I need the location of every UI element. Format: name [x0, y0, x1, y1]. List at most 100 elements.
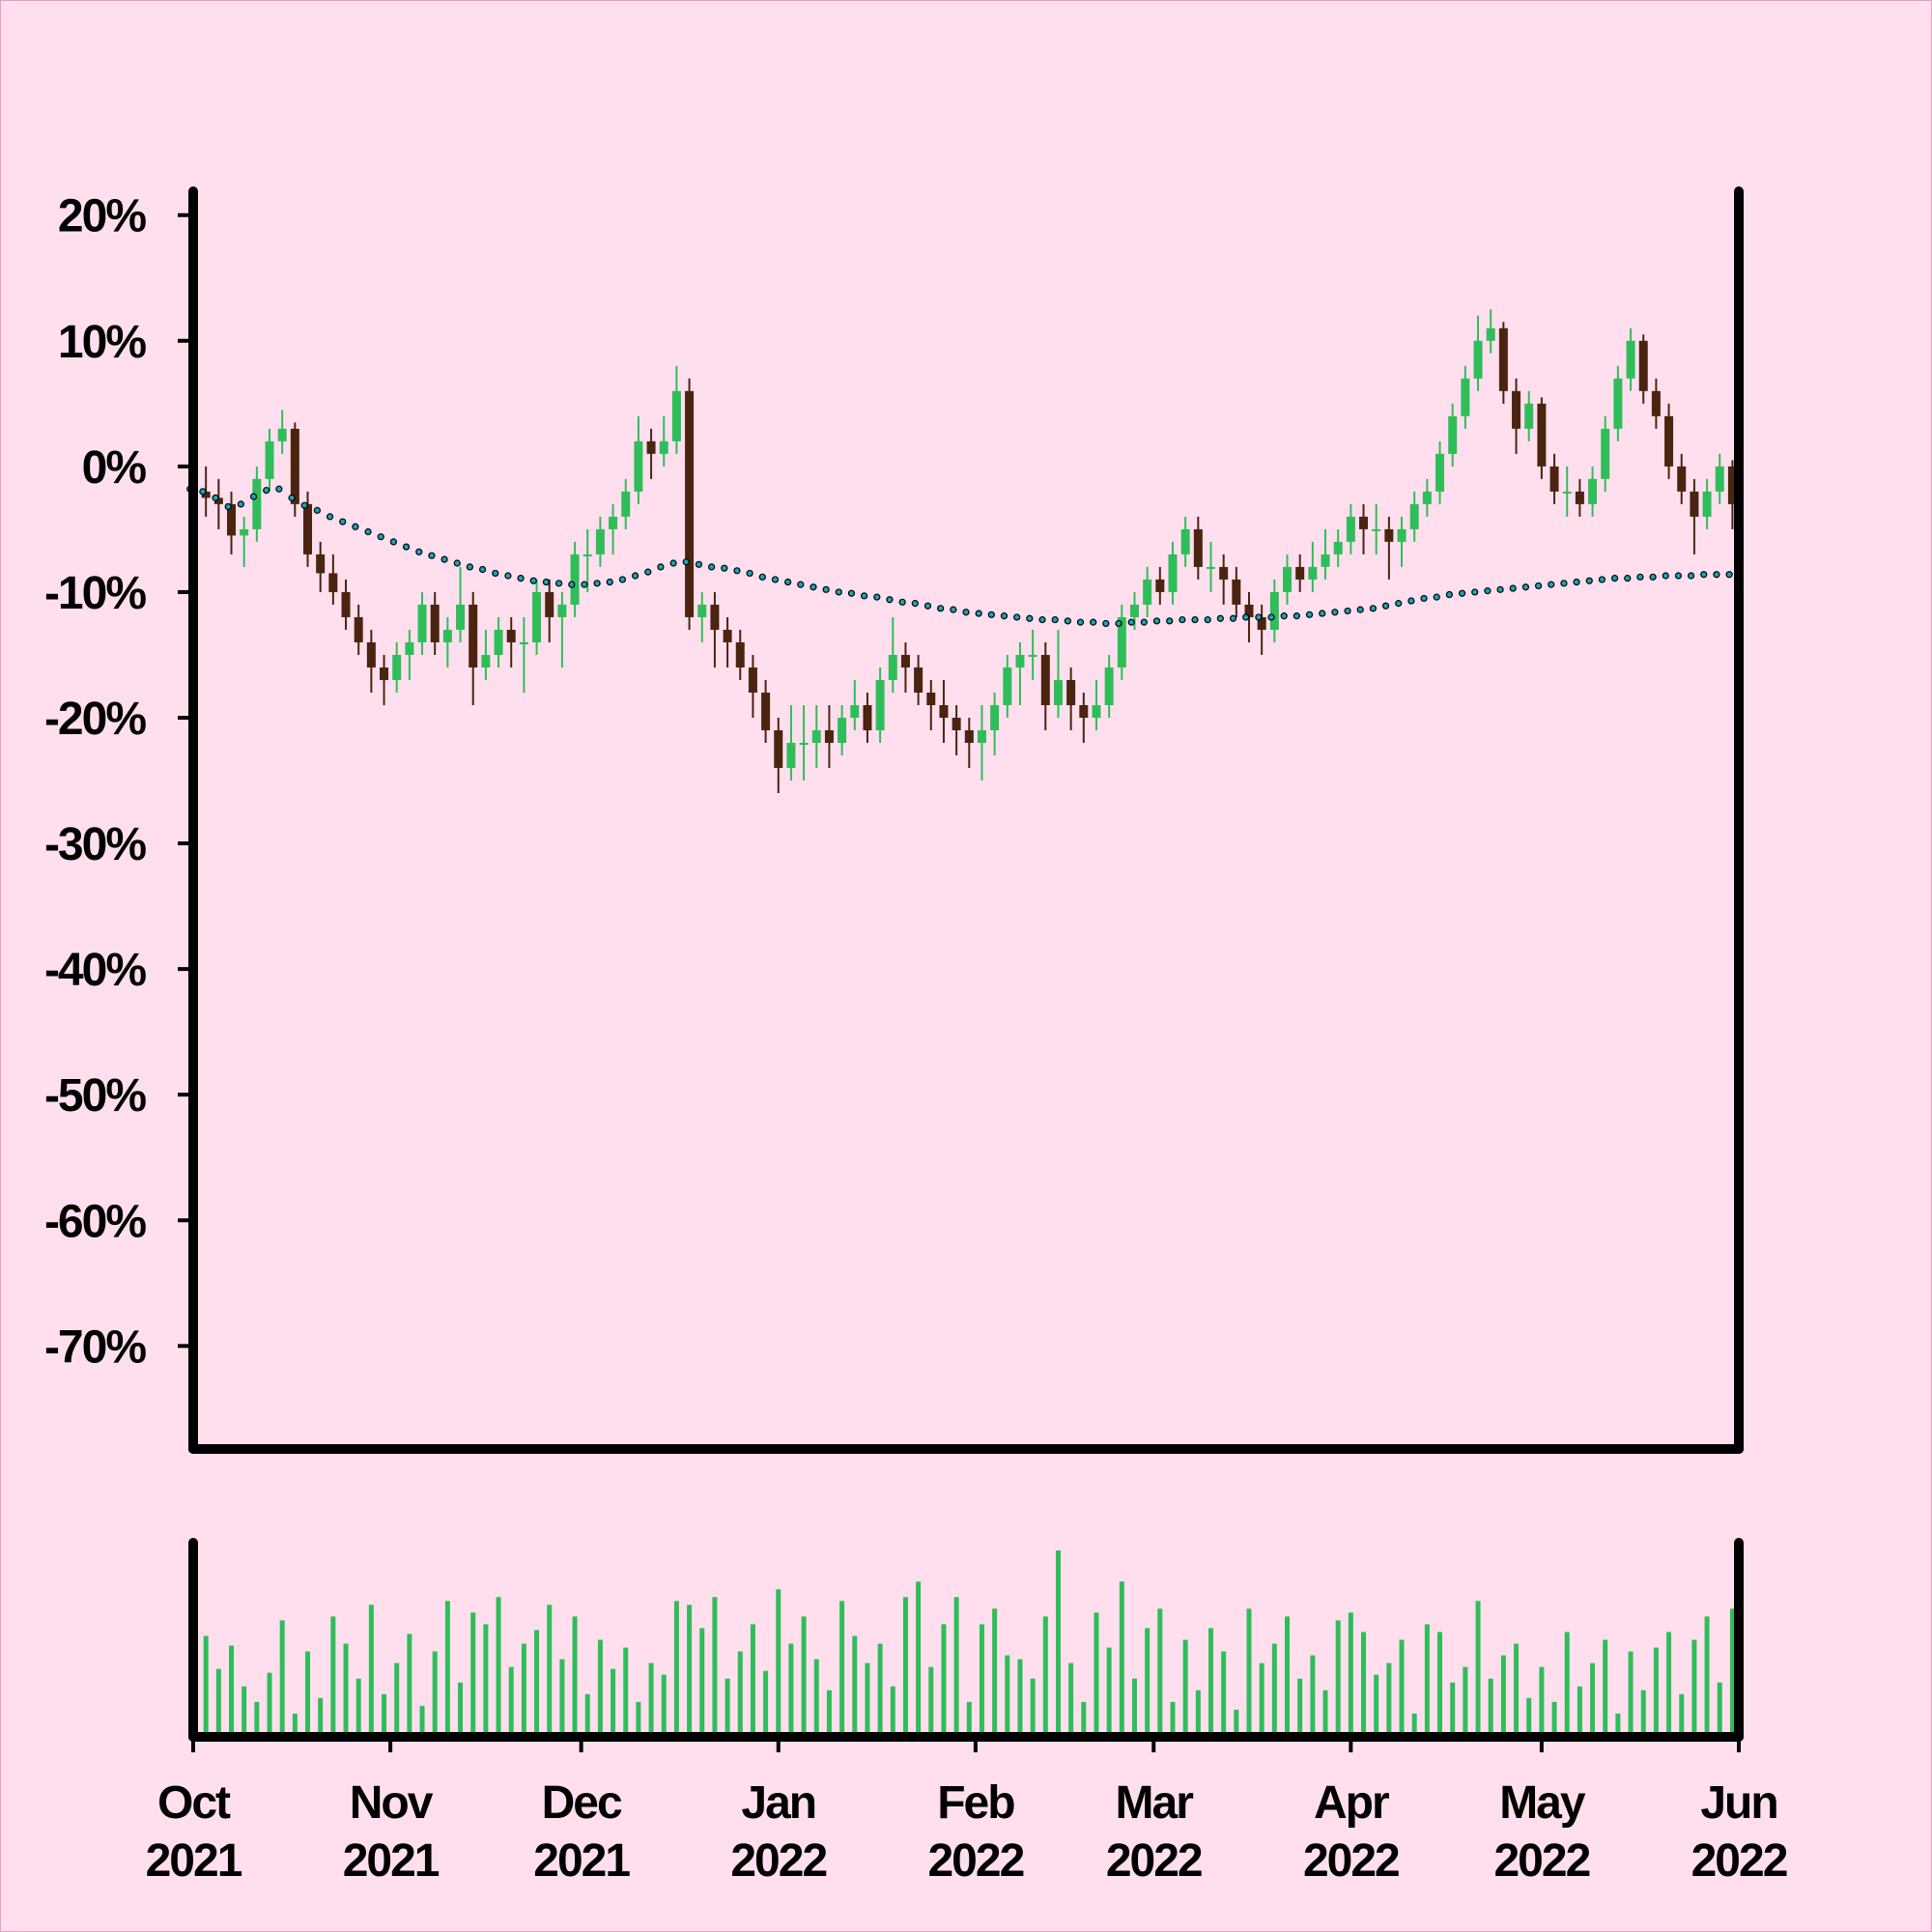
moving-average-point [478, 565, 487, 574]
x-tick-label: Oct [157, 1777, 231, 1829]
moving-average-point [695, 560, 703, 568]
candle-body [875, 679, 885, 730]
moving-average-point [987, 611, 995, 618]
candle-body [1409, 503, 1419, 529]
candle-body [417, 604, 427, 642]
moving-average-point [1152, 617, 1161, 625]
volume-bar [1030, 1678, 1036, 1737]
volume-bar [890, 1686, 895, 1737]
volume-bar [318, 1697, 324, 1737]
moving-average-point [873, 593, 881, 601]
candle-body [914, 667, 923, 693]
y-tick-label: 20% [58, 191, 146, 242]
moving-average-point [847, 589, 856, 597]
candle-body [442, 629, 452, 642]
moving-average-point [288, 494, 296, 501]
moving-average-point [644, 568, 652, 576]
moving-average-point [1331, 609, 1339, 616]
moving-average-point [1204, 615, 1211, 624]
candle-body [1397, 528, 1406, 542]
moving-average-point [1624, 575, 1632, 582]
candle-body [1257, 616, 1266, 630]
y-tick-label: -10% [44, 568, 146, 619]
moving-average-point [1445, 590, 1454, 599]
x-tick-label: Dec [542, 1777, 622, 1829]
moving-average-point [1267, 613, 1275, 621]
moving-average-point [529, 577, 537, 584]
volume-bar [1335, 1620, 1341, 1737]
volume-bar [1234, 1709, 1239, 1737]
volume-bar [292, 1713, 298, 1737]
y-tick-label: -50% [44, 1070, 146, 1122]
candle-body [1372, 528, 1381, 531]
volume-bar [1551, 1701, 1557, 1737]
candle-body [1512, 390, 1521, 429]
x-tick-label: Jan [741, 1777, 815, 1829]
volume-bar [776, 1589, 781, 1737]
moving-average-point [1293, 612, 1300, 620]
candle-body [545, 591, 554, 617]
moving-average-point [950, 606, 957, 613]
candle-body [1690, 491, 1699, 517]
volume-bar [1653, 1647, 1659, 1737]
volume-bar [801, 1616, 807, 1737]
volume-bar [1157, 1608, 1163, 1737]
x-tick-label: Mar [1116, 1777, 1194, 1829]
candle-body [366, 641, 376, 668]
moving-average-point [1395, 600, 1403, 608]
moving-average-point [1064, 617, 1071, 625]
candle-body [1283, 566, 1293, 592]
moving-average-point [1102, 619, 1110, 628]
moving-average-point [1407, 597, 1415, 605]
candle-body [1244, 604, 1254, 617]
candle-body [506, 629, 516, 642]
volume-bar [1424, 1624, 1430, 1737]
candle-body [838, 717, 847, 744]
x-tick-label: 2022 [927, 1835, 1023, 1887]
candle-body [1333, 541, 1343, 554]
candle-body [481, 654, 491, 668]
candle-body [824, 730, 834, 744]
candle-body [1549, 466, 1559, 492]
volume-bar [839, 1601, 845, 1737]
volume-bar [1399, 1639, 1405, 1737]
volume-bar [953, 1597, 959, 1737]
moving-average-point [657, 563, 665, 571]
x-tick-label: 2022 [1493, 1835, 1589, 1887]
volume-bar [1017, 1659, 1023, 1737]
volume-bar [1514, 1643, 1520, 1737]
candle-body [1715, 466, 1724, 492]
candle-body [1613, 378, 1623, 429]
moving-average-point [1585, 577, 1593, 584]
candle-body [659, 440, 668, 454]
volume-bar [1145, 1628, 1151, 1737]
candle-body [494, 629, 503, 655]
moving-average-point [466, 563, 474, 571]
moving-average-point [440, 555, 448, 563]
moving-average-point [593, 580, 601, 587]
moving-average-point [1026, 614, 1034, 622]
candle-body [1321, 554, 1330, 567]
moving-average-point [937, 605, 945, 612]
candle-body [430, 604, 440, 642]
volume-bar [1526, 1697, 1532, 1737]
volume-bar [1094, 1612, 1099, 1737]
candle-body [456, 604, 466, 630]
candle-body [469, 604, 478, 668]
y-tick-label: -20% [44, 694, 146, 745]
volume-bar [521, 1643, 526, 1737]
candle-body [646, 440, 656, 454]
volume-panel [190, 1550, 1735, 1737]
moving-average-point [1216, 614, 1224, 622]
moving-average-point [212, 494, 219, 501]
moving-average-point [1610, 575, 1619, 582]
volume-bar [1500, 1655, 1506, 1737]
volume-bar [750, 1624, 755, 1737]
volume-bar [1361, 1632, 1367, 1737]
candle-body [977, 730, 986, 744]
x-tick-label: 2022 [1303, 1835, 1399, 1887]
candle-body [1193, 528, 1203, 567]
candle-body [1486, 327, 1495, 341]
volume-bar [813, 1659, 819, 1737]
